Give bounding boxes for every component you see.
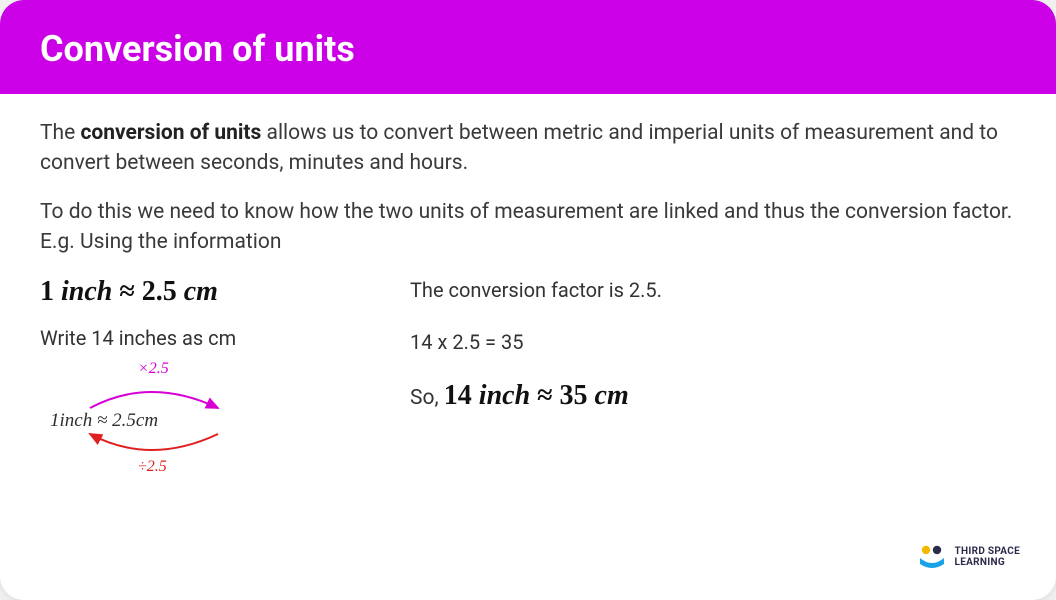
- multiply-label: ×2.5: [138, 360, 169, 378]
- example-block: 1 inch ≈ 2.5 cm Write 14 inches as cm: [40, 276, 1016, 478]
- logo-line1: THIRD SPACE: [955, 546, 1020, 557]
- intro-key-term: conversion of units: [80, 121, 261, 145]
- divide-label: ÷2.5: [138, 458, 167, 476]
- task-text: Write 14 inches as cm: [40, 326, 350, 350]
- intro-block: The conversion of units allows us to con…: [40, 118, 1016, 258]
- conversion-diagram: ×2.5 1inch ≈ 2.5cm ÷2.5: [40, 358, 280, 478]
- logo-line2: LEARNING: [955, 557, 1020, 568]
- result-prefix: So,: [410, 386, 444, 410]
- intro-para-1: The conversion of units allows us to con…: [40, 118, 1016, 179]
- approx-equation: 1 inch ≈ 2.5 cm: [40, 276, 350, 308]
- result-line: So, 14 inch ≈ 35 cm: [410, 380, 1016, 412]
- card-title: Conversion of units: [40, 28, 1016, 70]
- factor-text: The conversion factor is 2.5.: [410, 276, 1016, 304]
- card-header: Conversion of units: [0, 0, 1056, 94]
- diagram-equation: 1inch ≈ 2.5cm: [50, 410, 158, 432]
- calc-text: 14 x 2.5 = 35: [410, 328, 1016, 356]
- result-math: 14 inch ≈ 35 cm: [444, 380, 629, 411]
- example-right: The conversion factor is 2.5. 14 x 2.5 =…: [410, 276, 1016, 478]
- logo-icon: [917, 544, 947, 570]
- intro-para-2: To do this we need to know how the two u…: [40, 197, 1016, 258]
- example-left: 1 inch ≈ 2.5 cm Write 14 inches as cm: [40, 276, 350, 478]
- brand-logo: THIRD SPACE LEARNING: [917, 544, 1020, 570]
- intro-text: The: [40, 121, 80, 145]
- logo-text: THIRD SPACE LEARNING: [955, 546, 1020, 568]
- card-content: The conversion of units allows us to con…: [0, 94, 1056, 498]
- info-card: Conversion of units The conversion of un…: [0, 0, 1056, 600]
